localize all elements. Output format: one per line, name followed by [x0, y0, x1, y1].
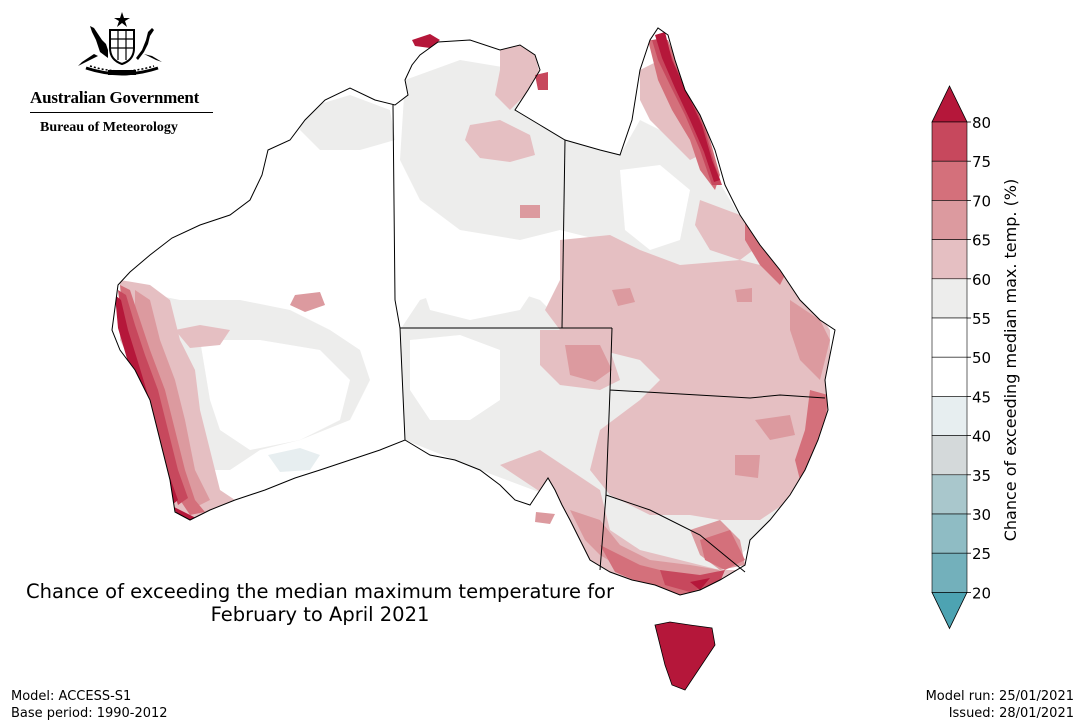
kangaroo-island [535, 512, 555, 524]
footer-right: Model run: 25/01/2021 Issued: 28/01/2021 [926, 688, 1074, 722]
government-name: Australian Government [30, 88, 200, 107]
state-borders [392, 104, 826, 573]
map-title: Chance of exceeding the median maximum t… [0, 580, 640, 626]
issued-date: Issued: 28/01/2021 [948, 706, 1074, 721]
tasmania [654, 621, 716, 691]
nsw-vic-border [605, 494, 746, 573]
probability-fills [115, 32, 830, 595]
footer-left: Model: ACCESS-S1 Base period: 1990-2012 [11, 688, 168, 722]
model-run-date: Model run: 25/01/2021 [925, 689, 1074, 704]
nt-qld-border [561, 139, 566, 329]
map-title-line2: February to April 2021 [210, 603, 430, 626]
coat-of-arms-icon [78, 12, 162, 76]
map-title-line1: Chance of exceeding the median maximum t… [25, 580, 615, 603]
qld-nsw-border [609, 327, 826, 399]
bureau-name: Bureau of Meteorology [40, 120, 178, 135]
base-period: Base period: 1990-2012 [11, 706, 168, 721]
model-name: Model: ACCESS-S1 [11, 689, 132, 704]
bom-logo: Australian Government Bureau of Meteorol… [24, 10, 224, 140]
logo-divider [30, 112, 213, 113]
tiwi-islands [412, 34, 440, 48]
wa-border [392, 104, 406, 441]
groote-eylandt [535, 72, 548, 90]
